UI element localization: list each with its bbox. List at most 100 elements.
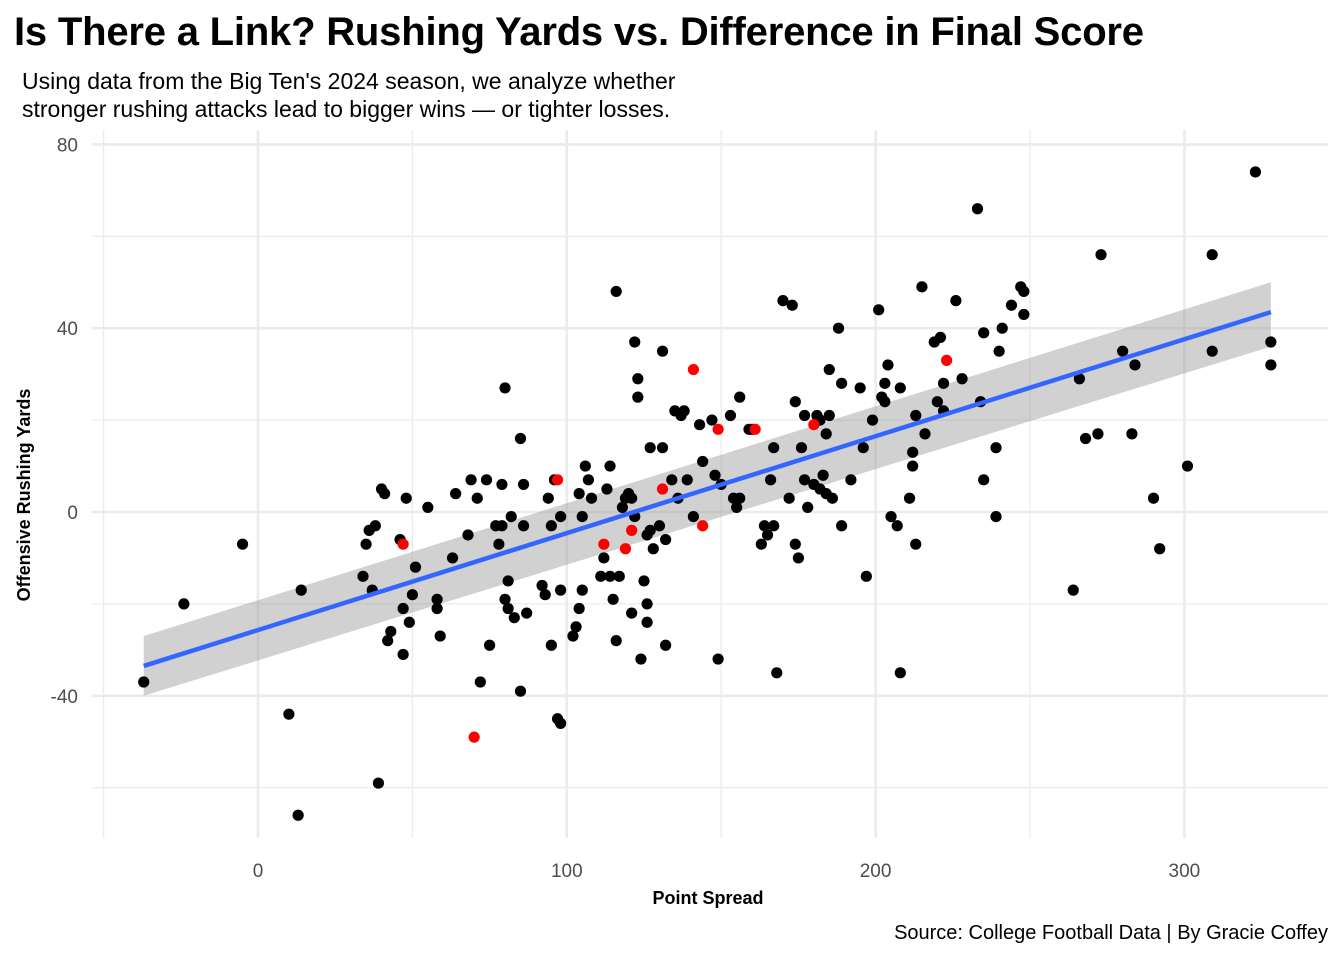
data-point <box>434 630 446 642</box>
data-point <box>820 428 832 440</box>
data-point <box>894 382 906 394</box>
data-point <box>178 598 190 610</box>
data-point <box>823 409 835 422</box>
data-point <box>860 570 872 582</box>
data-point <box>629 336 641 348</box>
data-point <box>731 501 743 514</box>
data-point <box>385 625 397 638</box>
data-point-highlight <box>687 363 700 376</box>
data-point <box>771 667 783 679</box>
data-point <box>656 345 669 357</box>
data-point <box>598 552 610 564</box>
data-point <box>916 281 928 293</box>
data-point <box>783 492 795 504</box>
data-point <box>879 396 891 408</box>
data-point <box>907 446 919 458</box>
data-point <box>1095 249 1107 261</box>
data-point <box>693 419 706 431</box>
data-point <box>138 676 150 688</box>
data-point <box>798 409 811 422</box>
data-point-highlight <box>397 538 409 550</box>
data-point <box>996 322 1008 334</box>
data-point <box>894 667 906 679</box>
data-point <box>570 621 582 633</box>
data-point <box>635 653 647 665</box>
x-tick-label: 300 <box>1169 861 1201 882</box>
data-point <box>907 460 919 472</box>
chart-subtitle: Using data from the Big Ten's 2024 seaso… <box>22 67 675 123</box>
data-point <box>758 520 771 532</box>
data-point <box>734 492 746 504</box>
data-point <box>795 442 808 454</box>
data-point <box>786 299 798 311</box>
x-axis-title: Point Spread <box>652 888 763 908</box>
data-point-highlight <box>697 520 709 532</box>
data-point <box>789 396 801 408</box>
data-point <box>480 474 493 486</box>
data-point <box>555 717 567 729</box>
data-point <box>910 409 922 422</box>
data-point <box>641 598 653 610</box>
data-point <box>1018 285 1030 298</box>
data-point <box>653 520 666 532</box>
data-point <box>369 520 381 532</box>
data-point <box>1249 166 1262 178</box>
data-point <box>873 304 885 316</box>
data-point <box>1126 428 1138 440</box>
data-point <box>431 602 443 615</box>
data-point <box>1147 492 1160 504</box>
y-tick-label: 80 <box>57 135 78 156</box>
data-point <box>777 295 789 307</box>
data-point <box>1117 345 1129 357</box>
data-point-highlight <box>619 543 632 555</box>
data-point <box>990 442 1002 454</box>
data-point <box>613 570 625 582</box>
data-point <box>397 648 409 661</box>
data-point <box>360 538 372 550</box>
data-point <box>1067 584 1079 596</box>
data-point <box>295 584 307 596</box>
data-point <box>755 538 767 550</box>
x-tick-label: 100 <box>551 861 583 882</box>
data-point <box>542 492 554 504</box>
data-point <box>397 602 409 615</box>
data-point <box>382 635 394 647</box>
data-point-highlight <box>626 524 638 536</box>
data-point <box>934 331 947 343</box>
chart-caption: Source: College Football Data | By Graci… <box>894 922 1328 944</box>
data-point <box>626 492 638 504</box>
data-point <box>502 575 514 587</box>
data-point <box>1206 345 1218 357</box>
data-point <box>632 373 644 385</box>
data-point <box>626 607 638 619</box>
data-point <box>656 442 669 454</box>
data-point <box>644 442 656 454</box>
data-point <box>978 474 990 486</box>
data-point <box>499 593 511 605</box>
data-point <box>471 492 483 504</box>
data-point <box>579 460 591 472</box>
data-point <box>403 616 415 628</box>
data-point <box>768 442 780 454</box>
y-axis-title: Offensive Rushing Yards <box>14 389 34 602</box>
data-point <box>761 529 774 541</box>
data-point <box>836 377 848 389</box>
data-point <box>502 602 514 615</box>
data-point <box>845 474 857 486</box>
subtitle-line-1: Using data from the Big Ten's 2024 seaso… <box>22 68 676 94</box>
data-point <box>956 373 968 385</box>
data-point <box>499 382 511 394</box>
data-point <box>903 492 916 504</box>
data-point <box>496 478 508 491</box>
data-point <box>555 510 567 523</box>
data-point <box>607 593 619 605</box>
data-point <box>765 474 777 486</box>
data-point <box>357 570 369 582</box>
data-point <box>802 501 814 514</box>
trend-line <box>143 309 1272 669</box>
data-point <box>1005 299 1018 311</box>
y-tick-label: 40 <box>57 319 78 340</box>
data-point <box>508 612 520 624</box>
data-point <box>236 538 249 550</box>
data-point <box>993 345 1005 357</box>
